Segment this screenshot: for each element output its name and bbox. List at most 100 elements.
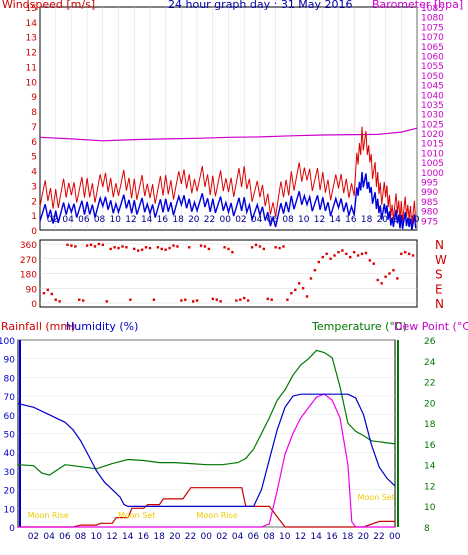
direction-point [345, 252, 348, 256]
direction-tick: 180 [20, 271, 37, 281]
direction-point [380, 282, 383, 285]
wind-time-tick: 14 [141, 215, 153, 225]
direction-point [270, 298, 273, 301]
barometer-tick: 1015 [421, 140, 444, 150]
direction-point [349, 255, 352, 259]
direction-point [246, 299, 250, 302]
direction-point [309, 277, 313, 280]
humidity-tick: 20 [4, 487, 16, 497]
direction-point [70, 244, 73, 247]
wind-time-tick: 08 [94, 215, 106, 225]
windspeed-tick: 7 [31, 123, 37, 133]
direction-point [286, 298, 289, 301]
rain-time-tick: 06 [59, 532, 71, 542]
direction-point [372, 262, 376, 265]
compass-label: W [435, 253, 447, 267]
direction-point [376, 278, 379, 282]
wind-time-tick: 00 [220, 215, 232, 225]
temperature-tick: 16 [424, 441, 436, 451]
direction-point [78, 298, 81, 301]
barometer-tick: 1025 [421, 120, 444, 130]
wind-time-tick: 16 [345, 215, 357, 225]
windspeed-tick: 8 [31, 108, 37, 118]
barometer-tick: 1010 [421, 149, 444, 159]
wind-time-tick: 18 [172, 215, 184, 225]
direction-point [368, 259, 372, 262]
temperature-tick: 26 [424, 337, 436, 347]
direction-tick: 360 [20, 241, 37, 251]
barometer-tick: 1030 [421, 111, 444, 121]
rain-time-tick: 12 [295, 532, 306, 542]
direction-points [42, 242, 415, 303]
wind-time-tick: 06 [78, 215, 90, 225]
direction-point [266, 297, 269, 301]
direction-point [337, 250, 340, 254]
direction-point [305, 295, 309, 298]
barometer-tick: 1080 [421, 14, 444, 24]
direction-point [258, 245, 262, 248]
windspeed-tick: 4 [31, 168, 37, 178]
rain-series [17, 349, 396, 528]
barometer-tick: 980 [421, 208, 438, 218]
rain-time-tick: 04 [232, 532, 244, 542]
direction-point [176, 245, 179, 248]
windspeed-tick: 13 [26, 34, 37, 44]
windspeed-tick: 11 [26, 63, 37, 73]
direction-point [195, 299, 199, 302]
rainfall-line [18, 487, 395, 528]
moon-annotation: Moon Rise [28, 511, 69, 520]
direction-point [105, 300, 108, 303]
direction-tick-labels: 360 270 180 90 0 [20, 241, 37, 310]
direction-point [282, 245, 285, 248]
direction-point [54, 298, 57, 301]
humidity-tick-labels: 0 10 20 30 40 50 60 70 80 90 100 [0, 337, 15, 534]
barometer-tick: 1085 [421, 4, 444, 14]
direction-point [156, 246, 160, 249]
direction-point [290, 291, 293, 295]
barometer-tick: 1000 [421, 169, 444, 179]
direction-point [211, 297, 214, 301]
direction-point [97, 242, 101, 246]
direction-point [360, 252, 364, 256]
direction-point [301, 287, 305, 290]
direction-point [243, 296, 246, 300]
rain-time-tick: 10 [279, 532, 291, 542]
rain-time-tick: 14 [122, 532, 134, 542]
direction-point [129, 298, 132, 301]
direction-point [227, 247, 230, 251]
direction-point [199, 244, 203, 247]
windspeed-tick: 3 [31, 182, 37, 192]
direction-point [231, 250, 234, 254]
temperature-tick: 20 [424, 399, 436, 409]
direction-point [74, 245, 77, 248]
direction-point [109, 247, 112, 251]
windspeed-tick: 12 [26, 49, 37, 59]
moon-annotation: Moon Set [118, 511, 155, 520]
direction-point [133, 247, 136, 251]
humidity-tick: 10 [4, 505, 16, 515]
wind-time-tick: 18 [361, 215, 373, 225]
humidity-tick: 90 [4, 356, 16, 366]
direction-point [223, 246, 226, 249]
direction-point [125, 246, 128, 249]
direction-point [400, 252, 403, 256]
windspeed-tick: 0 [31, 227, 37, 237]
rain-time-tick: 02 [28, 532, 39, 542]
windspeed-tick: 10 [26, 78, 38, 88]
direction-point [294, 288, 297, 292]
barometer-axis-label: Barometer [hpa] [372, 0, 463, 11]
direction-point [85, 244, 89, 247]
barometer-tick: 975 [421, 217, 438, 227]
direction-tick: 0 [31, 300, 37, 310]
humidity-tick: 40 [4, 449, 16, 459]
direction-point [278, 246, 281, 250]
direction-point [384, 275, 387, 278]
rain-time-tick: 22 [185, 532, 196, 542]
compass-label: E [435, 282, 443, 296]
windspeed-tick: 5 [31, 153, 37, 163]
barometer-tick: 1070 [421, 33, 444, 43]
direction-tick: 90 [26, 285, 38, 295]
humidity-label: Humidity (%) [66, 320, 138, 333]
temperature-label: Temperature (°C) [311, 320, 407, 333]
